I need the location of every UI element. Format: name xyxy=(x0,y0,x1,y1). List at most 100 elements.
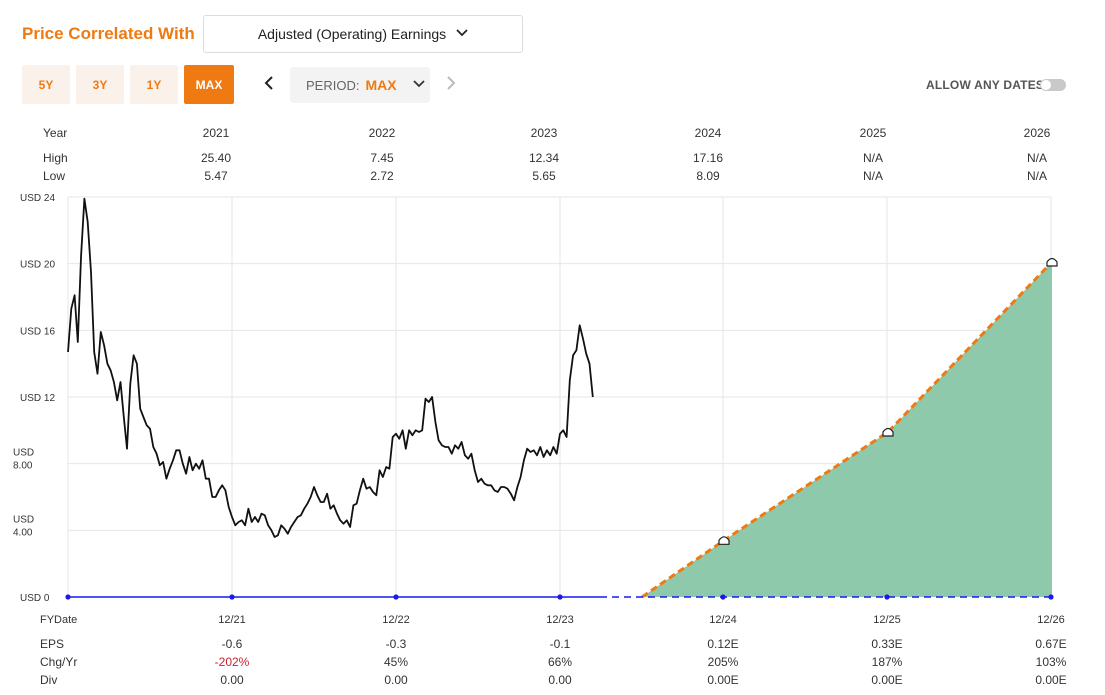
price-table-high: N/A xyxy=(1026,151,1047,165)
range-button-1y[interactable]: 1Y xyxy=(130,65,178,104)
range-button-5y[interactable]: 5Y xyxy=(22,65,70,104)
div-value: 0.00E xyxy=(871,673,903,687)
price-table-low: 5.65 xyxy=(532,169,556,183)
period-label: PERIOD: xyxy=(306,77,360,93)
div-row-label: Div xyxy=(40,673,58,687)
chg-value: 45% xyxy=(383,655,409,669)
chg-value: 187% xyxy=(871,655,903,669)
price-table-year: 2022 xyxy=(368,126,396,140)
price-table-high: 25.40 xyxy=(200,151,232,165)
page-title: Price Correlated With xyxy=(22,24,195,43)
range-button-label: 5Y xyxy=(38,77,54,92)
earnings-series xyxy=(641,257,1058,599)
earnings-marker xyxy=(882,427,894,437)
baseline-point xyxy=(557,594,563,600)
x-tick-label: 12/21 xyxy=(218,614,246,625)
price-series xyxy=(67,197,594,538)
earnings-line xyxy=(641,260,1054,599)
chg-value: -202% xyxy=(214,655,250,669)
div-value: 0.00 xyxy=(548,673,572,687)
y-tick-label: USD 16 xyxy=(20,326,55,337)
baseline-point xyxy=(65,594,71,600)
div-value: 0.00E xyxy=(1035,673,1067,687)
x-axis-labels: FYDate 12/21 12/22 12/23 12/24 12/25 12/26 xyxy=(40,614,1065,625)
eps-value: -0.3 xyxy=(385,637,407,651)
price-table-high-label: High xyxy=(43,151,68,165)
x-tick-label: 12/24 xyxy=(709,614,737,625)
x-axis-label: FYDate xyxy=(40,614,77,625)
price-table-high: 17.16 xyxy=(692,151,724,165)
baseline-point xyxy=(393,594,399,600)
y-tick-label: USD xyxy=(13,448,34,459)
y-tick-label: USD 24 xyxy=(20,193,55,204)
period-select[interactable]: PERIOD: MAX xyxy=(290,67,430,103)
price-table-low-label: Low xyxy=(43,169,66,183)
chevron-left-icon xyxy=(264,76,273,90)
price-table-low: N/A xyxy=(1026,169,1047,183)
y-axis-labels: USD 24 USD 20 USD 16 USD 12 USD 8.00 USD 4.00 US… xyxy=(13,193,55,604)
price-table-high: N/A xyxy=(862,151,883,165)
toggle-knob xyxy=(1041,80,1051,90)
eps-value: 0.67E xyxy=(1035,637,1067,651)
range-button-label: 3Y xyxy=(92,77,108,92)
price-table-low: 2.72 xyxy=(370,169,394,183)
x-tick-label: 12/22 xyxy=(382,614,410,625)
x-tick-label: 12/25 xyxy=(873,614,901,625)
period-prev-button[interactable] xyxy=(264,76,274,95)
earnings-marker xyxy=(718,536,730,545)
chevron-right-icon xyxy=(447,76,456,90)
allow-any-dates-label: ALLOW ANY DATES xyxy=(926,78,1045,92)
baseline-point xyxy=(884,594,890,600)
eps-value: -0.6 xyxy=(221,637,243,651)
y-tick-label: USD 20 xyxy=(20,260,55,271)
price-table-year: 2021 xyxy=(202,126,230,140)
price-table-year: 2026 xyxy=(1023,126,1051,140)
price-table-low: N/A xyxy=(862,169,883,183)
price-line xyxy=(67,197,594,538)
period-value: MAX xyxy=(365,77,397,93)
y-tick-label: 8.00 xyxy=(13,461,33,472)
allow-any-dates-toggle[interactable] xyxy=(1040,79,1066,91)
metric-select[interactable]: Adjusted (Operating) Earnings xyxy=(203,15,523,53)
baseline-series xyxy=(65,594,1054,600)
chevron-down-icon xyxy=(412,79,425,91)
baseline-point xyxy=(229,594,235,600)
baseline-point xyxy=(720,594,726,600)
earnings-area xyxy=(642,262,1052,597)
metric-select-value: Adjusted (Operating) Earnings xyxy=(257,26,447,42)
price-table-low: 8.09 xyxy=(696,169,720,183)
chevron-down-icon xyxy=(456,28,468,40)
y-tick-label: USD 12 xyxy=(20,393,55,404)
price-table-year: 2025 xyxy=(859,126,887,140)
y-tick-label: 4.00 xyxy=(13,527,33,538)
price-table-year: 2023 xyxy=(530,126,558,140)
price-earnings-chart: USD 24 USD 20 USD 16 USD 12 USD 8.00 USD 4.00 US… xyxy=(13,193,1065,625)
range-button-label: MAX xyxy=(195,77,223,92)
range-button-3y[interactable]: 3Y xyxy=(76,65,124,104)
range-button-label: 1Y xyxy=(146,77,162,92)
eps-row-label: EPS xyxy=(40,637,65,651)
price-table-high: 7.45 xyxy=(370,151,394,165)
range-button-max[interactable]: MAX xyxy=(184,65,234,104)
div-value: 0.00 xyxy=(220,673,244,687)
x-tick-label: 12/23 xyxy=(546,614,574,625)
chg-value: 103% xyxy=(1035,655,1067,669)
earnings-marker xyxy=(1046,257,1058,267)
eps-value: -0.1 xyxy=(549,637,571,651)
eps-value: 0.33E xyxy=(871,637,903,651)
baseline-point xyxy=(1048,594,1054,600)
div-value: 0.00E xyxy=(707,673,739,687)
period-next-button[interactable] xyxy=(446,76,456,95)
chg-row-label: Chg/Yr xyxy=(40,655,78,669)
div-value: 0.00 xyxy=(384,673,408,687)
chg-value: 66% xyxy=(547,655,573,669)
price-table-year: 2024 xyxy=(694,126,722,140)
y-tick-label: USD 0 xyxy=(20,593,50,604)
eps-value: 0.12E xyxy=(707,637,739,651)
price-table-high: 12.34 xyxy=(528,151,560,165)
price-table-low: 5.47 xyxy=(204,169,228,183)
price-table-year-label: Year xyxy=(43,126,68,140)
chg-value: 205% xyxy=(707,655,739,669)
y-tick-label: USD xyxy=(13,514,34,525)
x-tick-label: 12/26 xyxy=(1037,614,1065,625)
